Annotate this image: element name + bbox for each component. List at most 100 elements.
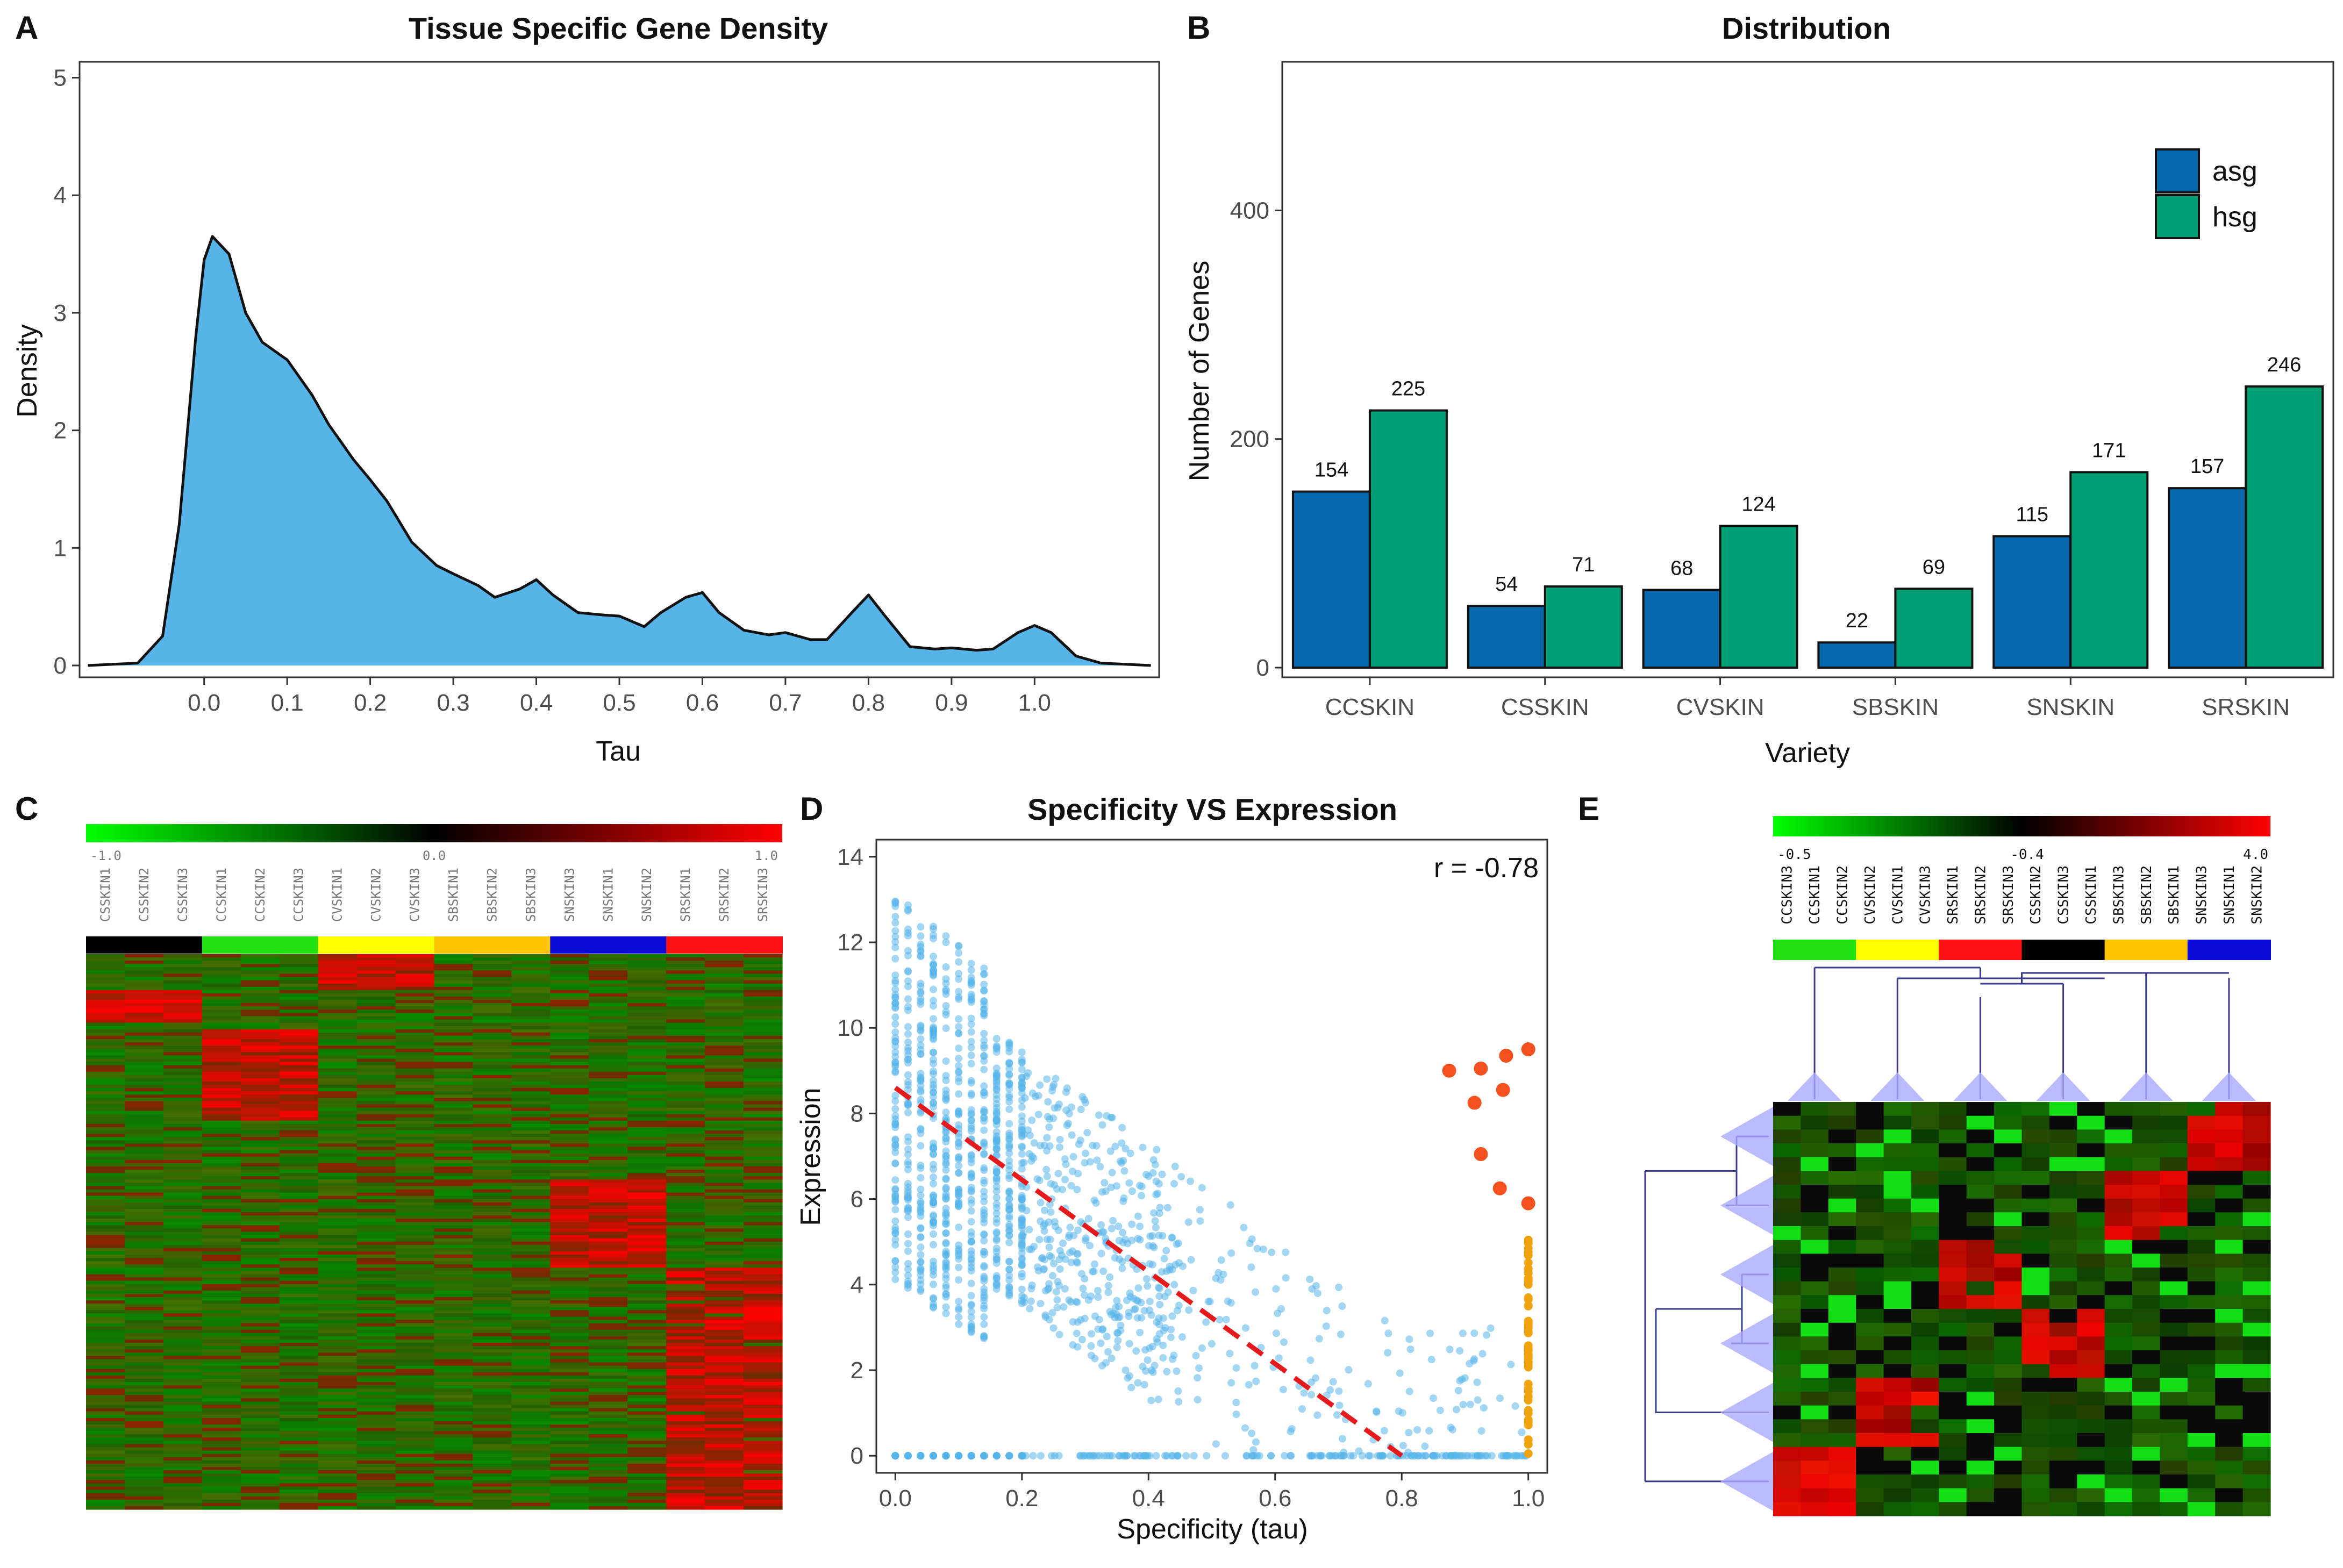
- heatmap-cell: [356, 1490, 396, 1494]
- heatmap-cell: [86, 1241, 125, 1245]
- heatmap-cell: [124, 1042, 164, 1046]
- scatter-point: [1115, 1222, 1123, 1230]
- scatter-point: [980, 1036, 988, 1044]
- heatmap-cell: [318, 1431, 358, 1435]
- heatmap-cell: [279, 1431, 319, 1435]
- heatmap-cell: [124, 1127, 164, 1131]
- heatmap-cell: [202, 1493, 241, 1497]
- heatmap-cell: [473, 1104, 512, 1108]
- scatter-point: [1097, 1339, 1105, 1347]
- heatmap-cell: [395, 1486, 435, 1491]
- heatmap-cell: [395, 1417, 435, 1422]
- heatmap-cell: [627, 1405, 667, 1409]
- heatmap-cell: [163, 1450, 203, 1455]
- heatmap-cell: [434, 1179, 473, 1183]
- heatmap-cell: [240, 1085, 280, 1089]
- scatter-point: [942, 1166, 950, 1174]
- heatmap-cell: [318, 1280, 358, 1285]
- heatmap-cell: [318, 1035, 358, 1040]
- heatmap-cell: [705, 1444, 744, 1448]
- heatmap-cell: [124, 1340, 164, 1343]
- scatter-point: [1380, 1427, 1388, 1435]
- scatter-point: [942, 1011, 950, 1019]
- heatmap-cell: [705, 1307, 744, 1311]
- heatmap-cell: [589, 1277, 628, 1281]
- heatmap-cell: [395, 1255, 435, 1258]
- heatmap-cell: [473, 1147, 512, 1151]
- scatter-point: [1018, 1201, 1026, 1209]
- scatter-point: [1167, 1326, 1175, 1334]
- heatmap-cell: [356, 1392, 396, 1395]
- heatmap-cell: [202, 1411, 241, 1415]
- heatmap-cell: [318, 1493, 358, 1497]
- column-label: SNSKIN3: [2194, 865, 2210, 925]
- scatter-point: [1248, 1429, 1256, 1437]
- heatmap-cell: [473, 1143, 512, 1148]
- scatter-point: [1041, 1206, 1048, 1214]
- heatmap-cell: [240, 1068, 280, 1072]
- column-label: CSSKIN3: [175, 868, 190, 922]
- heatmap-cell: [434, 1356, 473, 1360]
- scatter-point: [904, 1281, 912, 1289]
- heatmap-cell: [550, 1104, 589, 1108]
- heatmap-cell: [627, 1006, 667, 1010]
- heatmap-cell: [473, 1271, 512, 1275]
- heatmap-cell: [2132, 1129, 2161, 1144]
- heatmap-cell: [627, 1049, 667, 1053]
- x-tick-label: CSSKIN: [1501, 694, 1589, 720]
- heatmap-cell: [511, 1068, 551, 1072]
- heatmap-cell: [511, 1078, 551, 1082]
- scatter-point: [980, 1065, 988, 1073]
- heatmap-cell: [627, 1447, 667, 1451]
- heatmap-cell: [473, 1313, 512, 1318]
- scatter-point: [1119, 1228, 1126, 1236]
- scatter-point: [955, 1169, 963, 1177]
- heatmap-cell: [240, 1417, 280, 1422]
- heatmap-cell: [589, 1055, 628, 1059]
- heatmap-cell: [705, 1009, 744, 1013]
- heatmap-cell: [163, 1205, 203, 1209]
- heatmap-cell: [705, 1320, 744, 1324]
- heatmap-cell: [163, 1238, 203, 1242]
- heatmap-cell: [589, 1304, 628, 1307]
- heatmap-cell: [240, 1019, 280, 1023]
- heatmap-cell: [202, 1392, 241, 1395]
- heatmap-cell: [318, 1209, 358, 1213]
- scatter-point: [942, 1152, 950, 1159]
- heatmap-cell: [589, 954, 628, 958]
- heatmap-cell: [744, 1166, 783, 1170]
- scatter-point: [1177, 1173, 1185, 1181]
- heatmap-cell: [356, 1006, 396, 1010]
- heatmap-cell: [395, 1261, 435, 1265]
- heatmap-cell: [434, 1062, 473, 1066]
- group-color-bar: [434, 936, 551, 954]
- heatmap-cell: [705, 1310, 744, 1314]
- scatter-point-tau1: [1524, 1415, 1533, 1424]
- heatmap-cell: [356, 1434, 396, 1438]
- heatmap-cell: [589, 1297, 628, 1301]
- heatmap-cell: [356, 957, 396, 961]
- bar-value-label: 68: [1670, 557, 1693, 579]
- scatter-point: [1189, 1286, 1197, 1294]
- heatmap-cell: [473, 1499, 512, 1503]
- heatmap-cell: [627, 1463, 667, 1467]
- heatmap-cell: [434, 1232, 473, 1236]
- heatmap-cell: [589, 1473, 628, 1477]
- scatter-point: [992, 1209, 1001, 1218]
- scatter-point: [955, 1201, 963, 1209]
- heatmap-cell: [705, 1496, 744, 1500]
- heatmap-cell: [356, 1170, 396, 1173]
- heatmap-cell: [395, 1349, 435, 1353]
- heatmap-cell: [627, 1003, 667, 1007]
- heatmap-cell: [356, 1268, 396, 1271]
- heatmap-cell: [744, 1414, 783, 1419]
- heatmap-cell: [744, 993, 783, 997]
- heatmap-cell: [705, 1179, 744, 1183]
- heatmap-cell: [395, 1375, 435, 1379]
- heatmap-cell: [627, 1401, 667, 1406]
- scatter-point: [955, 1320, 963, 1328]
- heatmap-cell: [202, 1068, 241, 1072]
- scatter-point: [1455, 1452, 1463, 1460]
- heatmap-cell: [202, 1009, 241, 1013]
- heatmap-cell: [356, 970, 396, 975]
